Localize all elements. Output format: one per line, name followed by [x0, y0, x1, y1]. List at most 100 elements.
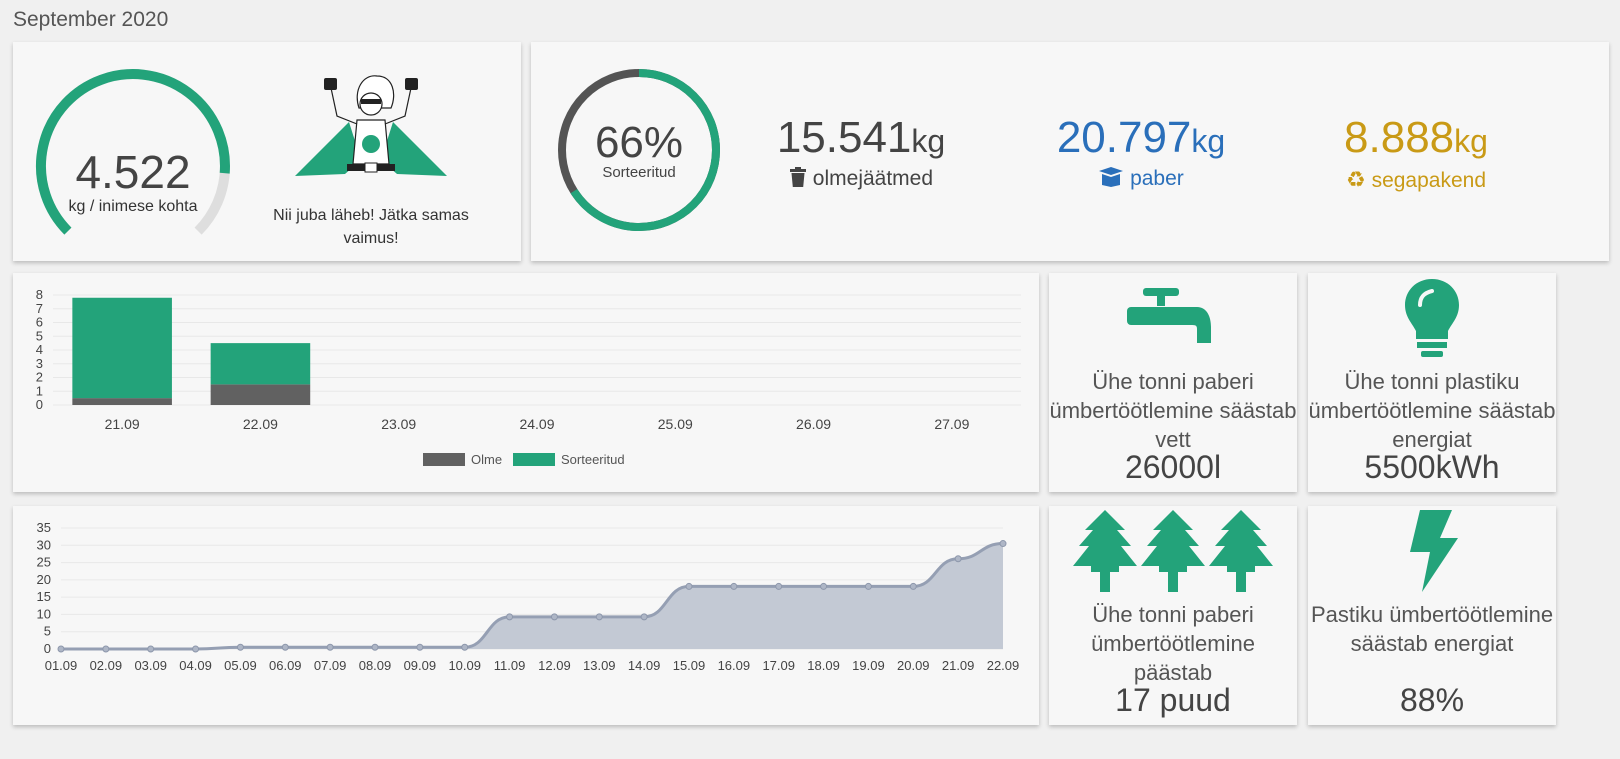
stat-label: segapakend — [1371, 169, 1486, 192]
x-tick-label: 07.09 — [314, 658, 347, 673]
x-tick-label: 21.09 — [105, 416, 140, 432]
per-person-unit: kg / inimese kohta — [68, 198, 198, 215]
x-tick-label: 25.09 — [658, 416, 693, 432]
x-tick-label: 09.09 — [404, 658, 437, 673]
x-tick-label: 14.09 — [628, 658, 661, 673]
data-point[interactable] — [954, 555, 962, 563]
legend-label: Olme — [471, 452, 502, 467]
stat-label: olmejäätmed — [812, 167, 934, 190]
x-tick-label: 24.09 — [519, 416, 554, 432]
x-tick-label: 18.09 — [807, 658, 840, 673]
per-person-gauge — [35, 69, 230, 235]
lightning-icon — [1410, 510, 1458, 592]
data-point[interactable] — [550, 613, 558, 621]
per-person-card: 4.522 kg / inimese kohta Nii juba läheb!… — [13, 42, 521, 261]
stat-olmejaatmed: 15.541kg olmejäätmed — [756, 112, 966, 191]
data-point[interactable] — [999, 540, 1007, 548]
y-tick-label: 2 — [36, 370, 43, 385]
y-tick-label: 5 — [44, 624, 51, 639]
trash-icon — [789, 167, 806, 187]
x-tick-label: 02.09 — [90, 658, 123, 673]
area-fill — [61, 543, 1003, 649]
data-point[interactable] — [192, 645, 200, 653]
data-point[interactable] — [685, 582, 693, 590]
faucet-icon — [1127, 288, 1211, 343]
legend-swatch — [423, 453, 465, 466]
legend-item[interactable]: Sorteeritud — [513, 452, 625, 467]
x-tick-label: 23.09 — [381, 416, 416, 432]
bar-sorteeritud[interactable] — [72, 297, 172, 399]
x-tick-label: 20.09 — [897, 658, 930, 673]
stat-value: 20.797 — [1056, 113, 1192, 162]
data-point[interactable] — [820, 582, 828, 590]
stat-paber: 20.797kg paber — [1036, 112, 1246, 191]
sorting-card: 66% Sorteeritud 15.541kg olmejäätmed 20.… — [531, 42, 1609, 261]
data-point[interactable] — [730, 582, 738, 590]
impact-card-water: Ühe tonni paberi ümbertöötlemine säästab… — [1049, 273, 1297, 492]
impact-text: Pastiku ümbertöötlemine säästab energiat — [1310, 602, 1554, 656]
y-tick-label: 4 — [36, 342, 43, 357]
impact-text: Ühe tonni plastiku ümbertöötlemine sääst… — [1308, 369, 1556, 452]
y-tick-label: 8 — [36, 287, 43, 302]
x-tick-label: 16.09 — [718, 658, 751, 673]
recycle-icon: ♻ — [1345, 167, 1366, 192]
data-point[interactable] — [461, 643, 469, 651]
bar-olme[interactable] — [72, 398, 172, 405]
y-tick-label: 0 — [36, 397, 43, 412]
y-tick-label: 25 — [37, 555, 51, 570]
x-tick-label: 12.09 — [538, 658, 571, 673]
x-tick-label: 15.09 — [673, 658, 706, 673]
lightbulb-icon — [1405, 279, 1459, 357]
legend-swatch — [513, 453, 555, 466]
data-point[interactable] — [595, 613, 603, 621]
data-point[interactable] — [57, 645, 65, 653]
bar-olme[interactable] — [210, 384, 311, 405]
legend-item[interactable]: Olme — [423, 452, 502, 467]
data-point[interactable] — [909, 582, 917, 590]
stat-value: 8.888 — [1344, 113, 1455, 162]
daily-bar-chart-card: 0 1 2 3 4 5 6 7 8 21.09 22.09 23.09 24.09 25.09 26.09 2… — [13, 273, 1039, 492]
data-point[interactable] — [147, 645, 155, 653]
x-tick-label: 17.09 — [762, 658, 795, 673]
series-line — [60, 542, 1004, 651]
impact-value: 5500kWh — [1364, 449, 1500, 485]
data-point[interactable] — [326, 643, 334, 651]
impact-value: 88% — [1399, 682, 1465, 718]
data-point[interactable] — [236, 643, 244, 651]
x-tick-label: 13.09 — [583, 658, 616, 673]
data-point[interactable] — [864, 582, 872, 590]
data-point[interactable] — [506, 613, 514, 621]
x-tick-label: 22.09 — [243, 416, 278, 432]
per-person-value: 4.522 — [75, 146, 191, 198]
superhero-illustration — [295, 75, 447, 176]
x-tick-label: 08.09 — [359, 658, 392, 673]
x-tick-label: 03.09 — [134, 658, 167, 673]
data-point[interactable] — [102, 645, 110, 653]
impact-card-plastic: Pastiku ümbertöötlemine säästab energiat… — [1308, 506, 1556, 725]
bar-sorteeritud[interactable] — [210, 343, 311, 385]
data-point[interactable] — [281, 643, 289, 651]
sorting-ring — [558, 69, 720, 231]
impact-value: 17 puud — [1115, 682, 1231, 718]
y-tick-label: 30 — [37, 537, 51, 552]
legend-label: Sorteeritud — [561, 452, 625, 467]
x-tick-label: 19.09 — [852, 658, 885, 673]
data-point[interactable] — [640, 613, 648, 621]
y-tick-label: 3 — [36, 356, 43, 371]
x-tick-label: 05.09 — [224, 658, 257, 673]
hero-message: Nii juba läheb! Jätka samas vaimus! — [273, 207, 469, 247]
stat-value: 15.541 — [776, 113, 912, 162]
data-point[interactable] — [371, 643, 379, 651]
data-point[interactable] — [775, 582, 783, 590]
x-tick-label: 06.09 — [269, 658, 302, 673]
y-tick-label: 0 — [44, 641, 51, 656]
data-point[interactable] — [416, 643, 424, 651]
y-tick-label: 15 — [37, 589, 51, 604]
impact-card-energy: Ühe tonni plastiku ümbertöötlemine sääst… — [1308, 273, 1556, 492]
x-tick-label: 21.09 — [942, 658, 975, 673]
x-tick-label: 10.09 — [448, 658, 481, 673]
y-tick-label: 5 — [36, 328, 43, 343]
x-tick-label: 04.09 — [179, 658, 212, 673]
x-tick-label: 11.09 — [494, 658, 526, 673]
